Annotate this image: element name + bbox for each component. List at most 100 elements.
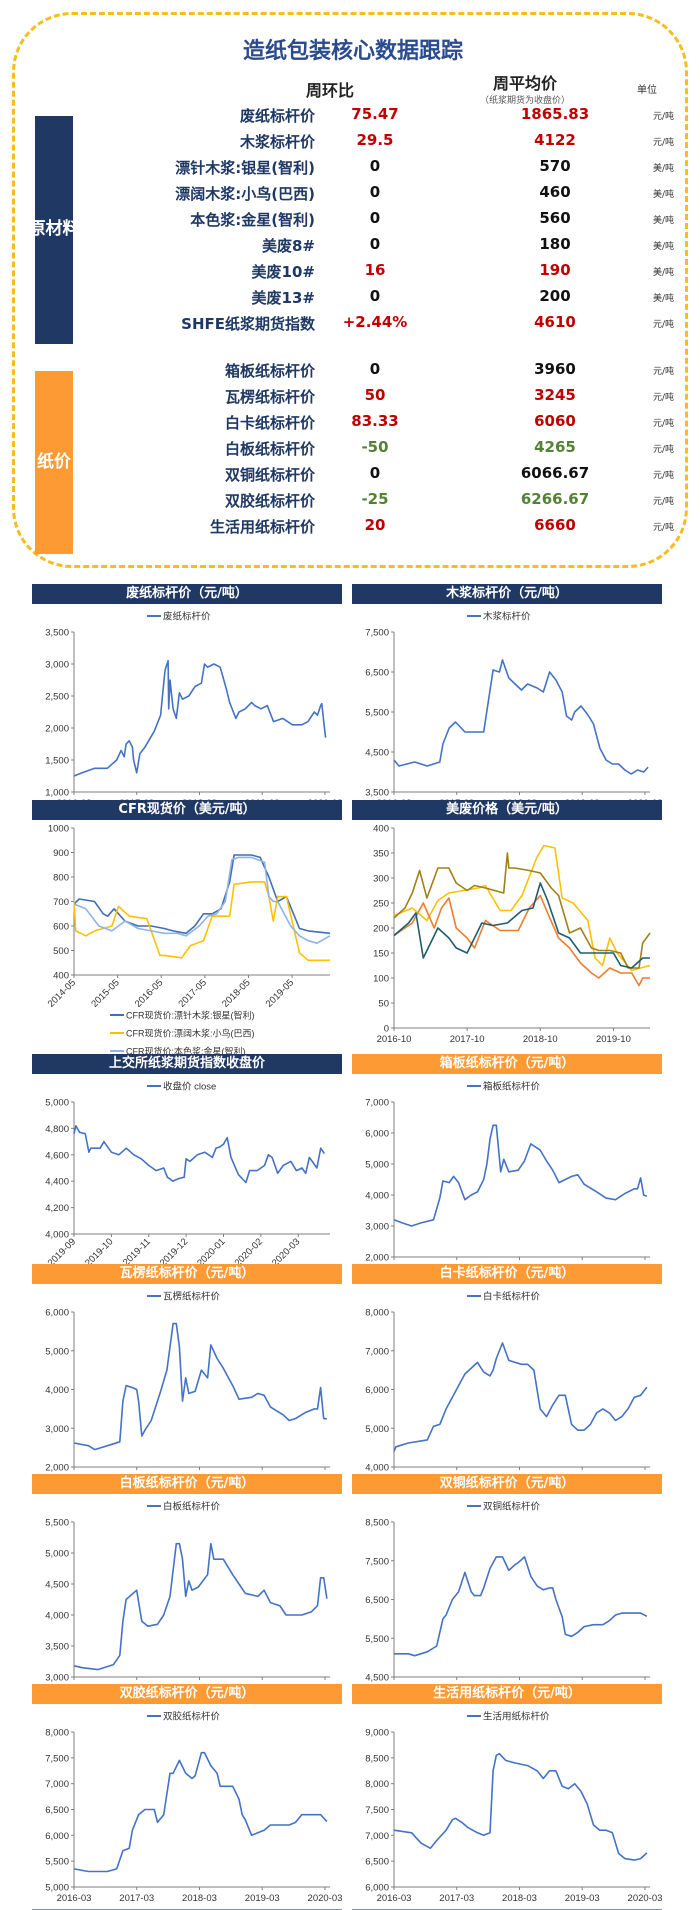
row-avg: 3245 (534, 386, 576, 404)
row-wow: 0 (369, 464, 381, 482)
series-line-1 (73, 881, 330, 962)
row-avg: 4122 (534, 131, 576, 149)
row-wow: 50 (364, 386, 386, 404)
header-unit: 单位 (637, 85, 657, 96)
y-tick-label: 5,000 (365, 1424, 389, 1435)
chart-svg: 6,0006,5007,0007,5008,0008,5009,0002016-… (365, 1711, 662, 1905)
y-tick-label: 4,600 (45, 1150, 69, 1161)
chart-title: 瓦楞纸标杆价（元/吨） (32, 1264, 342, 1284)
x-tick-label: 2015-05 (89, 977, 121, 1009)
y-tick-label: 5,500 (45, 1857, 69, 1868)
series-line-0 (393, 1342, 648, 1452)
chart-svg: 400 500 600 700 800 900 1000 2014-05 2015-05 2016… (46, 824, 331, 1057)
y-tick-label: 7,500 (45, 1753, 69, 1764)
header-weekly-average-note: （纸浆期货为收盘价） (479, 96, 570, 106)
legend-label: 双铜纸标杆价 (483, 1501, 541, 1513)
chart-title: 双铜纸标杆价（元/吨） (352, 1474, 662, 1494)
row-unit: 元/吨 (653, 471, 675, 481)
x-tick-label: 2016-10 (377, 1034, 412, 1045)
y-tick-label: 7,000 (365, 1346, 389, 1357)
y-tick-label: 3,000 (365, 1222, 389, 1233)
row-unit: 元/吨 (653, 320, 675, 330)
y-tick-label: 7,000 (365, 1831, 389, 1842)
series-line-0 (73, 1542, 328, 1671)
y-tick-label: 7,000 (365, 1098, 389, 1109)
chart-svg: 1,0001,5002,0002,5003,0003,5002016-03201… (45, 611, 342, 810)
y-tick-label: 5,000 (365, 1160, 389, 1171)
row-avg: 460 (539, 183, 571, 201)
row-name: 白卡纸标杆价 (224, 414, 315, 432)
chart-title: 白卡纸标杆价（元/吨） (352, 1264, 662, 1284)
y-tick-label: 4,400 (45, 1177, 69, 1188)
row-name: 漂针木浆:银星(智利) (175, 159, 315, 177)
summary-row: 美废8# 0 180 美/吨 (75, 233, 675, 259)
row-unit: 元/吨 (653, 112, 675, 122)
legend-label: CFR现货价:漂阔木浆:小鸟(巴西) (126, 1028, 255, 1039)
row-wow: 20 (364, 516, 386, 534)
y-tick-label: 3,000 (45, 1673, 69, 1684)
chart-svg: 2,0003,0004,0005,0006,0007,0002016-03201… (365, 1081, 662, 1275)
series-line-0 (394, 1556, 648, 1657)
x-tick-label: 2018-05 (220, 977, 252, 1009)
chart-svg: 2,0003,0004,0005,0006,0002016-032017-032… (45, 1291, 342, 1485)
row-avg: 1865.83 (520, 105, 590, 123)
row-name: 本色浆:金星(智利) (190, 211, 315, 229)
y-tick-label: 400 (53, 971, 69, 982)
y-tick-label: 6,000 (45, 1308, 69, 1319)
chart-svg: 3,0003,5004,0004,5005,0005,5002016-03201… (45, 1501, 342, 1695)
y-tick-label: 2,000 (45, 724, 69, 735)
row-name: 双铜纸标杆价 (224, 466, 315, 484)
chart-whiteboard: 白板纸标杆价（元/吨） 3,000 3,500 4,000 4,500 5,000 5,50… (32, 1474, 342, 1699)
y-tick-label: 6,000 (365, 1129, 389, 1140)
y-tick-label: 5,500 (365, 708, 389, 719)
row-name: 木浆标杆价 (239, 133, 315, 151)
row-name: 生活用纸标杆价 (209, 518, 315, 536)
y-tick-label: 5,000 (45, 1883, 69, 1894)
chart-corrugated: 瓦楞纸标杆价（元/吨） 2,0003,0004,0005,0006,0002016… (32, 1264, 342, 1489)
row-avg: 180 (539, 235, 571, 253)
chart-coatedpaper: 双铜纸标杆价（元/吨） 4,5005,5006,5007,5008,5002016… (352, 1474, 662, 1699)
y-tick-label: 300 (373, 874, 389, 885)
chart-title: 美废价格（美元/吨） (352, 800, 662, 820)
y-tick-label: 3,500 (45, 1642, 69, 1653)
legend-label: 白卡纸标杆价 (483, 1291, 541, 1303)
section-label-raw-materials: 原材料 (29, 116, 80, 344)
y-tick-label: 800 (53, 873, 69, 884)
y-tick-label: 3,500 (45, 628, 69, 639)
x-tick-label: 2017-05 (177, 977, 209, 1009)
y-tick-label: 50 (378, 999, 389, 1010)
row-name: 废纸标杆价 (239, 107, 315, 125)
x-tick-label: 2017-10 (450, 1034, 485, 1045)
row-unit: 美/吨 (653, 268, 675, 278)
row-unit: 元/吨 (653, 497, 675, 507)
chart-title: 白板纸标杆价（元/吨） (32, 1474, 342, 1494)
row-avg: 4265 (534, 438, 576, 456)
row-unit: 美/吨 (653, 190, 675, 200)
series-line-0 (73, 1124, 326, 1184)
y-tick-label: 700 (53, 897, 69, 908)
row-avg: 200 (539, 287, 571, 305)
x-tick-label: 2018-10 (523, 1034, 558, 1045)
y-tick-label: 1,000 (45, 788, 69, 799)
y-tick-label: 0 (384, 1024, 389, 1035)
row-unit: 美/吨 (653, 164, 675, 174)
row-avg: 6660 (534, 516, 576, 534)
chart-svg: 4,5005,5006,5007,5008,5002016-032017-032… (365, 1501, 662, 1695)
y-tick-label: 3,500 (365, 788, 389, 799)
chart-ivoryboard: 白卡纸标杆价（元/吨） 4,0005,0006,0007,0008,0002016… (352, 1264, 662, 1489)
y-tick-label: 4,000 (45, 1230, 69, 1241)
chart-title: 箱板纸标杆价（元/吨） (352, 1054, 662, 1074)
row-unit: 美/吨 (653, 216, 675, 226)
row-name: 瓦楞纸标杆价 (224, 388, 315, 406)
row-avg: 4610 (534, 313, 576, 331)
chart-shfe: 上交所纸浆期货指数收盘价 4,000 4,200 4,400 4,600 4,800 5,0… (32, 1054, 342, 1279)
header-weekly-average: 周平均价 (492, 74, 557, 93)
y-tick-label: 8,500 (365, 1753, 389, 1764)
y-tick-label: 4,500 (45, 1580, 69, 1591)
chart-svg: 4,0005,0006,0007,0008,0002016-032017-032… (365, 1291, 662, 1485)
summary-row: 生活用纸标杆价 20 6660 元/吨 (75, 514, 675, 540)
chart-svg: 5,0005,5006,0006,5007,0007,5008,0002016-… (45, 1711, 342, 1905)
y-tick-label: 5,000 (45, 1098, 69, 1109)
x-tick-label: 2016-05 (133, 977, 165, 1009)
